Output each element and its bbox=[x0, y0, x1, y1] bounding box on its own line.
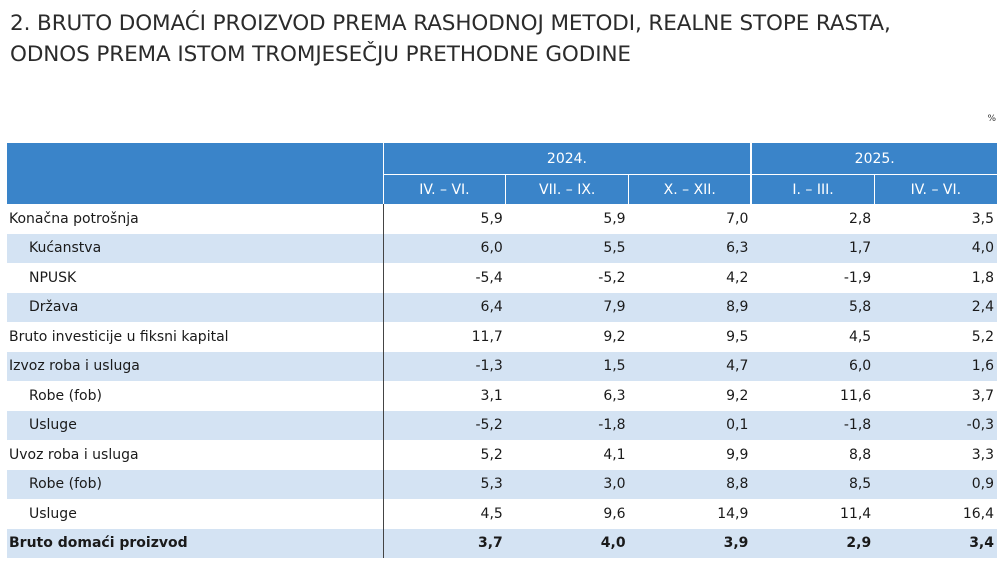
value-cell: 5,2 bbox=[971, 328, 994, 345]
value-cell: 2,8 bbox=[848, 210, 872, 227]
value-cell: 6,4 bbox=[383, 292, 506, 322]
value-cell: 3,7 bbox=[383, 528, 506, 558]
value-cell: 2,4 bbox=[874, 292, 997, 322]
table-row: Izvoz roba i usluga -1,3 1,5 4,7 6,0 1,6 bbox=[7, 351, 997, 381]
value-cell: 3,3 bbox=[971, 446, 994, 463]
value-cell: 4,2 bbox=[726, 269, 749, 286]
row-label: Robe (fob) bbox=[7, 381, 384, 411]
value-cell: 0,9 bbox=[874, 469, 997, 499]
value-cell: 9,5 bbox=[726, 328, 749, 345]
value-cell: 9,2 bbox=[726, 387, 749, 404]
value-cell: 5,9 bbox=[603, 210, 626, 227]
value-cell: 6,3 bbox=[628, 233, 752, 263]
value-cell: 3,0 bbox=[505, 469, 629, 499]
table-row: Usluge -5,2 -1,8 0,1 -1,8 -0,3 bbox=[7, 410, 997, 440]
value-cell: 9,2 bbox=[603, 328, 626, 345]
row-label: NPUSK bbox=[7, 263, 384, 293]
value-cell: -0,3 bbox=[874, 410, 997, 440]
table-body: Konačna potrošnja 5,9 5,9 7,0 2,8 3,5 Kućanstv… bbox=[7, 204, 997, 558]
page-title: 2. BRUTO DOMAĆI PROIZVOD PREMA RASHODNOJ… bbox=[10, 8, 891, 70]
value-cell: 8,5 bbox=[751, 469, 875, 499]
table-row: Robe (fob) 5,3 3,0 8,8 8,5 0,9 bbox=[7, 469, 997, 499]
period-header: IV. – VI. bbox=[382, 174, 506, 204]
value-cell: 3,5 bbox=[971, 210, 994, 227]
value-cell: 8,8 bbox=[848, 446, 872, 463]
value-cell: 4,0 bbox=[874, 233, 997, 263]
row-label: Uvoz roba i usluga bbox=[7, 440, 384, 470]
year-header-2024: 2024. bbox=[382, 143, 752, 175]
gdp-table: 2024. 2025. IV. – VI. VII. – IX. X. – XI… bbox=[7, 143, 997, 558]
value-cell: 5,5 bbox=[505, 233, 629, 263]
value-cell: 3,1 bbox=[480, 387, 503, 404]
value-cell: 8,8 bbox=[628, 469, 752, 499]
value-cell: 11,4 bbox=[840, 505, 872, 522]
table-row: Kućanstva 6,0 5,5 6,3 1,7 4,0 bbox=[7, 233, 997, 263]
value-cell: 0,1 bbox=[628, 410, 752, 440]
row-label: Usluge bbox=[7, 410, 384, 440]
value-cell: 4,5 bbox=[848, 328, 872, 345]
period-header: VII. – IX. bbox=[505, 174, 629, 204]
value-cell: 1,8 bbox=[971, 269, 994, 286]
table-row: Robe (fob) 3,1 6,3 9,2 11,6 3,7 bbox=[7, 381, 997, 411]
value-cell: 14,9 bbox=[717, 505, 749, 522]
value-cell: 6,3 bbox=[603, 387, 626, 404]
value-cell: 8,9 bbox=[628, 292, 752, 322]
row-label: Konačna potrošnja bbox=[7, 204, 384, 234]
value-cell: 6,0 bbox=[751, 351, 875, 381]
value-cell: 16,4 bbox=[962, 505, 994, 522]
value-cell: -1,8 bbox=[505, 410, 629, 440]
value-cell: 4,5 bbox=[480, 505, 503, 522]
unit-label: % bbox=[987, 114, 996, 124]
table-row: Bruto investicije u fiksni kapital 11,7 9,… bbox=[7, 322, 997, 352]
period-header: I. – III. bbox=[750, 174, 875, 204]
value-cell: -1,3 bbox=[383, 351, 506, 381]
value-cell: 7,0 bbox=[726, 210, 749, 227]
value-cell: 11,6 bbox=[840, 387, 872, 404]
title-line-2: ODNOS PREMA ISTOM TROMJESEČJU PRETHODNE … bbox=[10, 42, 631, 67]
value-cell: 1,6 bbox=[874, 351, 997, 381]
row-label: Bruto domaći proizvod bbox=[7, 528, 384, 558]
value-cell: 5,2 bbox=[480, 446, 503, 463]
value-cell: 4,1 bbox=[603, 446, 626, 463]
value-cell: 6,0 bbox=[383, 233, 506, 263]
table-row: Usluge 4,5 9,6 14,9 11,4 16,4 bbox=[7, 499, 997, 529]
header-corner bbox=[7, 143, 384, 204]
year-header-2025: 2025. bbox=[750, 143, 997, 175]
value-cell: -1,8 bbox=[751, 410, 875, 440]
row-label: Usluge bbox=[7, 499, 384, 529]
row-label: Robe (fob) bbox=[7, 469, 384, 499]
value-cell: 3,4 bbox=[874, 528, 997, 558]
value-cell: 9,9 bbox=[726, 446, 749, 463]
value-cell: -5,4 bbox=[475, 269, 503, 286]
value-cell: 3,7 bbox=[971, 387, 994, 404]
value-cell: 5,8 bbox=[751, 292, 875, 322]
value-cell: -5,2 bbox=[383, 410, 506, 440]
table-row: Država 6,4 7,9 8,9 5,8 2,4 bbox=[7, 292, 997, 322]
table-row: NPUSK -5,4 -5,2 4,2 -1,9 1,8 bbox=[7, 263, 997, 293]
value-cell: -1,9 bbox=[843, 269, 872, 286]
value-cell: 5,9 bbox=[480, 210, 503, 227]
period-header: IV. – VI. bbox=[873, 174, 997, 204]
value-cell: 1,5 bbox=[505, 351, 629, 381]
table-row: Uvoz roba i usluga 5,2 4,1 9,9 8,8 3,3 bbox=[7, 440, 997, 470]
title-line-1: 2. BRUTO DOMAĆI PROIZVOD PREMA RASHODNOJ… bbox=[10, 11, 891, 36]
row-label: Bruto investicije u fiksni kapital bbox=[7, 322, 384, 352]
value-cell: -5,2 bbox=[598, 269, 626, 286]
value-cell: 2,9 bbox=[751, 528, 875, 558]
value-cell: 4,7 bbox=[628, 351, 752, 381]
table-row: Konačna potrošnja 5,9 5,9 7,0 2,8 3,5 bbox=[7, 204, 997, 234]
value-cell: 4,0 bbox=[505, 528, 629, 558]
value-cell: 9,6 bbox=[603, 505, 626, 522]
row-label: Izvoz roba i usluga bbox=[7, 351, 384, 381]
row-label: Država bbox=[7, 292, 384, 322]
total-row: Bruto domaći proizvod 3,7 4,0 3,9 2,9 3,4 bbox=[7, 528, 997, 558]
value-cell: 1,7 bbox=[751, 233, 875, 263]
value-cell: 7,9 bbox=[505, 292, 629, 322]
row-label: Kućanstva bbox=[7, 233, 384, 263]
period-header: X. – XII. bbox=[628, 174, 752, 204]
value-cell: 3,9 bbox=[628, 528, 752, 558]
value-cell: 11,7 bbox=[471, 328, 503, 345]
table-header: 2024. 2025. IV. – VI. VII. – IX. X. – XI… bbox=[7, 143, 997, 204]
value-cell: 5,3 bbox=[383, 469, 506, 499]
